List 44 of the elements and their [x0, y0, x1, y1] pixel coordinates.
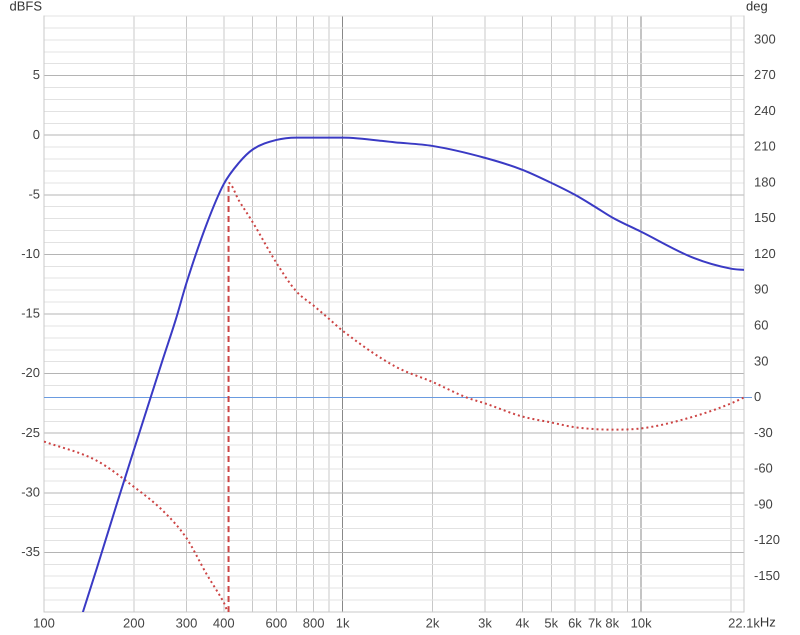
y2-tick-label: -90: [754, 496, 773, 512]
y-tick-label: -5: [28, 186, 40, 202]
y2-tick-label: -150: [754, 568, 780, 583]
x-tick-label: 7k: [588, 615, 602, 630]
y2-axis-title: deg: [746, 0, 768, 14]
x-tick-label: 200: [123, 615, 145, 630]
y2-tick-label: 90: [754, 282, 768, 297]
x-tick-label: 300: [176, 615, 198, 630]
x-tick-label: 2k: [426, 615, 440, 630]
y2-tick-label: 300: [754, 31, 776, 46]
y2-tick-label: 270: [754, 67, 776, 82]
x-tick-label: 10k: [630, 615, 652, 630]
y-tick-label: 0: [32, 126, 40, 142]
y2-tick-label: 120: [754, 246, 776, 261]
x-tick-label: 3k: [478, 615, 492, 630]
y2-tick-label: 60: [754, 318, 768, 332]
x-tick-label: 100: [33, 615, 55, 630]
y-tick-label: 5: [32, 67, 40, 82]
x-tick-label: 1k: [336, 615, 350, 630]
y-tick-label: -35: [21, 544, 40, 559]
y-tick-label: -20: [21, 365, 40, 380]
y2-tick-label: 30: [754, 353, 768, 368]
y-axis-title: dBFS: [9, 0, 42, 14]
x-tick-label: 8k: [605, 615, 620, 630]
y2-tick-label: 0: [754, 389, 762, 404]
y-tick-label: -25: [21, 424, 40, 440]
y-tick-label: -30: [21, 484, 40, 500]
x-tick-label: 600: [265, 615, 288, 630]
y-tick-label: -15: [21, 306, 40, 321]
y2-tick-label: 240: [754, 102, 776, 118]
x-axis-title: Hz: [760, 614, 776, 630]
x-tick-label: 6k: [568, 615, 582, 630]
x-tick-label: 22.1k: [728, 615, 760, 630]
y2-tick-label: -120: [754, 532, 780, 548]
y2-tick-label: 150: [754, 210, 776, 226]
x-tick-label: 5k: [544, 615, 559, 630]
x-tick-label: 800: [302, 615, 324, 630]
y2-tick-label: 180: [754, 174, 776, 190]
y2-tick-label: -60: [754, 460, 773, 476]
x-tick-label: 4k: [515, 615, 530, 630]
y2-tick-label: -30: [754, 424, 773, 440]
x-tick-label: 400: [212, 615, 235, 630]
y2-tick-label: 210: [754, 138, 776, 154]
y-tick-label: -10: [21, 246, 40, 261]
